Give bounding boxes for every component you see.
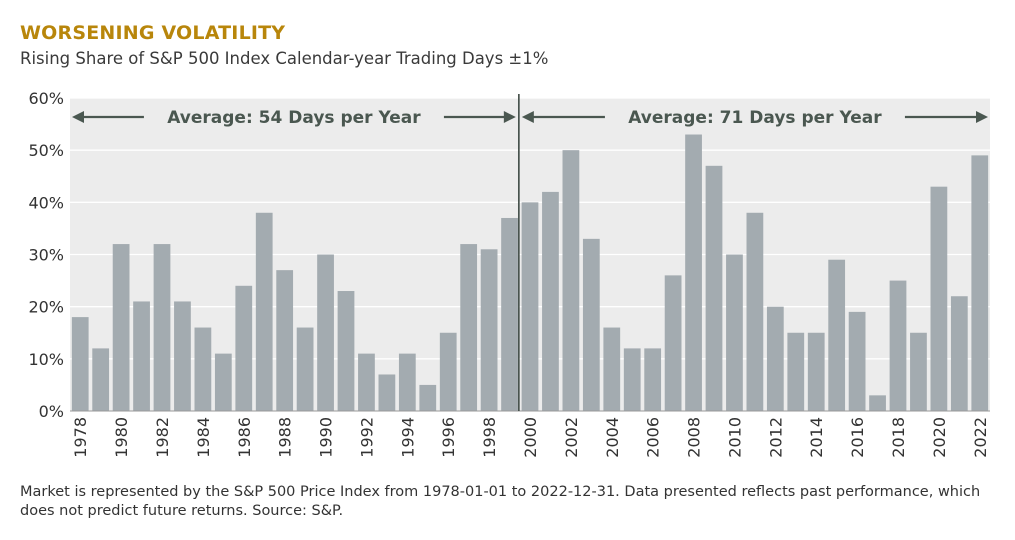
bar-1993 <box>378 374 396 411</box>
bar-2017 <box>869 395 886 411</box>
y-tick-label: 50% <box>28 141 64 160</box>
y-tick-label: 60% <box>28 89 64 108</box>
bar-1982 <box>153 244 171 411</box>
bar-2013 <box>787 332 805 411</box>
x-tick-label: 1994 <box>398 417 417 458</box>
bar-2004 <box>603 327 621 411</box>
bar-2001 <box>542 191 559 411</box>
x-tick-label: 2018 <box>889 417 908 458</box>
x-tick-label: 1992 <box>357 417 376 458</box>
x-tick-label: 1988 <box>276 417 295 458</box>
bar-2020 <box>930 186 948 411</box>
bar-1987 <box>255 212 273 411</box>
bar-2016 <box>848 311 866 411</box>
annotation-period-2: Average: 71 Days per Year <box>521 108 988 128</box>
x-tick-label: 1982 <box>153 417 172 458</box>
annotation-period-1-left-head <box>72 111 84 123</box>
bar-2015 <box>828 259 846 411</box>
x-tick-label: 1990 <box>317 417 336 458</box>
bar-2011 <box>746 212 764 411</box>
y-tick-label: 0% <box>39 402 64 421</box>
bar-1981 <box>133 301 150 411</box>
bar-2005 <box>623 348 641 411</box>
bar-1986 <box>235 285 253 411</box>
x-tick-label: 2010 <box>725 417 744 458</box>
x-tick-label: 2022 <box>971 417 990 458</box>
y-tick-label: 30% <box>28 246 64 265</box>
bar-1985 <box>214 353 232 411</box>
chart-title: WORSENING VOLATILITY <box>20 22 286 44</box>
x-tick-label: 2006 <box>644 417 663 458</box>
bar-1980 <box>112 244 130 411</box>
bar-2019 <box>910 332 927 411</box>
bar-2010 <box>726 254 743 411</box>
y-tick-label: 10% <box>28 350 64 369</box>
x-tick-label: 2004 <box>603 417 622 458</box>
x-tick-label: 2002 <box>562 417 581 458</box>
x-tick-label: 1998 <box>480 417 499 458</box>
annotations: Average: 54 Days per Year Average: 71 Day… <box>72 94 988 411</box>
bar-1978 <box>71 317 89 411</box>
bar-2006 <box>644 348 662 411</box>
bar-2000 <box>521 202 539 411</box>
bar-1998 <box>480 249 498 411</box>
bar-2009 <box>705 165 723 411</box>
bar-2014 <box>807 332 825 411</box>
bar-1984 <box>194 327 212 411</box>
x-axis: 1978 1980 1982 1984 1986 1988 1990 1992 1994 1996… <box>70 410 990 458</box>
chart-subtitle: Rising Share of S&P 500 Index Calendar-y… <box>20 49 549 68</box>
x-tick-label: 1986 <box>235 417 254 458</box>
bar-1990 <box>317 254 334 411</box>
bar-1994 <box>398 353 416 411</box>
bar-1989 <box>296 327 314 411</box>
x-tick-label: 1996 <box>439 417 458 458</box>
bar-1992 <box>358 353 375 411</box>
bar-1996 <box>439 332 457 411</box>
x-tick-label: 2014 <box>807 417 826 458</box>
bar-1983 <box>174 301 191 411</box>
annotation-period-1: Average: 54 Days per Year <box>72 108 516 128</box>
footnote: Market is represented by the S&P 500 Pri… <box>20 484 981 519</box>
x-tick-label: 1980 <box>112 417 131 458</box>
x-tick-label: 2000 <box>521 417 540 458</box>
x-tick-label: 2008 <box>685 417 704 458</box>
x-tick-label: 2016 <box>848 417 867 458</box>
bars <box>71 134 989 411</box>
x-tick-label: 1978 <box>71 417 90 458</box>
bar-1999 <box>501 217 518 411</box>
y-tick-label: 40% <box>28 193 64 212</box>
annotation-period-2-left-head <box>521 111 534 123</box>
bar-2002 <box>562 150 580 411</box>
bar-1997 <box>460 244 478 411</box>
y-tick-label: 20% <box>28 298 64 317</box>
bar-2018 <box>889 280 907 411</box>
x-tick-label: 1984 <box>194 417 213 458</box>
x-tick-label: 2012 <box>766 417 785 458</box>
bar-2007 <box>664 275 682 411</box>
bar-2003 <box>582 238 600 411</box>
bar-1988 <box>276 270 294 411</box>
annotation-period-2-right-head <box>976 111 988 123</box>
annotation-period-2-label: Average: 71 Days per Year <box>628 108 882 128</box>
annotation-period-1-right-head <box>503 111 516 123</box>
y-axis: 0% 10% 20% 30% 40% 50% 60% <box>28 89 64 421</box>
bar-2021 <box>950 296 968 411</box>
x-tick-label: 2020 <box>930 417 949 458</box>
bar-1991 <box>337 291 355 411</box>
bar-1995 <box>419 384 437 411</box>
annotation-period-1-label: Average: 54 Days per Year <box>167 108 421 128</box>
bar-2012 <box>766 306 784 411</box>
bar-2008 <box>685 134 702 411</box>
bar-2022 <box>971 155 989 411</box>
bar-1979 <box>92 348 110 411</box>
